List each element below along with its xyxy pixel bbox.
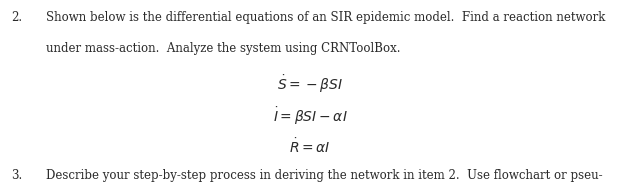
Text: under mass-action.  Analyze the system using CRNToolBox.: under mass-action. Analyze the system us…: [46, 42, 401, 55]
Text: $\dot{R} = \alpha I$: $\dot{R} = \alpha I$: [290, 137, 330, 156]
Text: 2.: 2.: [11, 11, 22, 24]
Text: 3.: 3.: [11, 169, 22, 182]
Text: Describe your step-by-step process in deriving the network in item 2.  Use flowc: Describe your step-by-step process in de…: [46, 169, 603, 182]
Text: $\dot{I} = \beta SI - \alpha I$: $\dot{I} = \beta SI - \alpha I$: [273, 106, 347, 127]
Text: Shown below is the differential equations of an SIR epidemic model.  Find a reac: Shown below is the differential equation…: [46, 11, 606, 24]
Text: $\dot{S} = -\beta SI$: $\dot{S} = -\beta SI$: [277, 73, 343, 95]
